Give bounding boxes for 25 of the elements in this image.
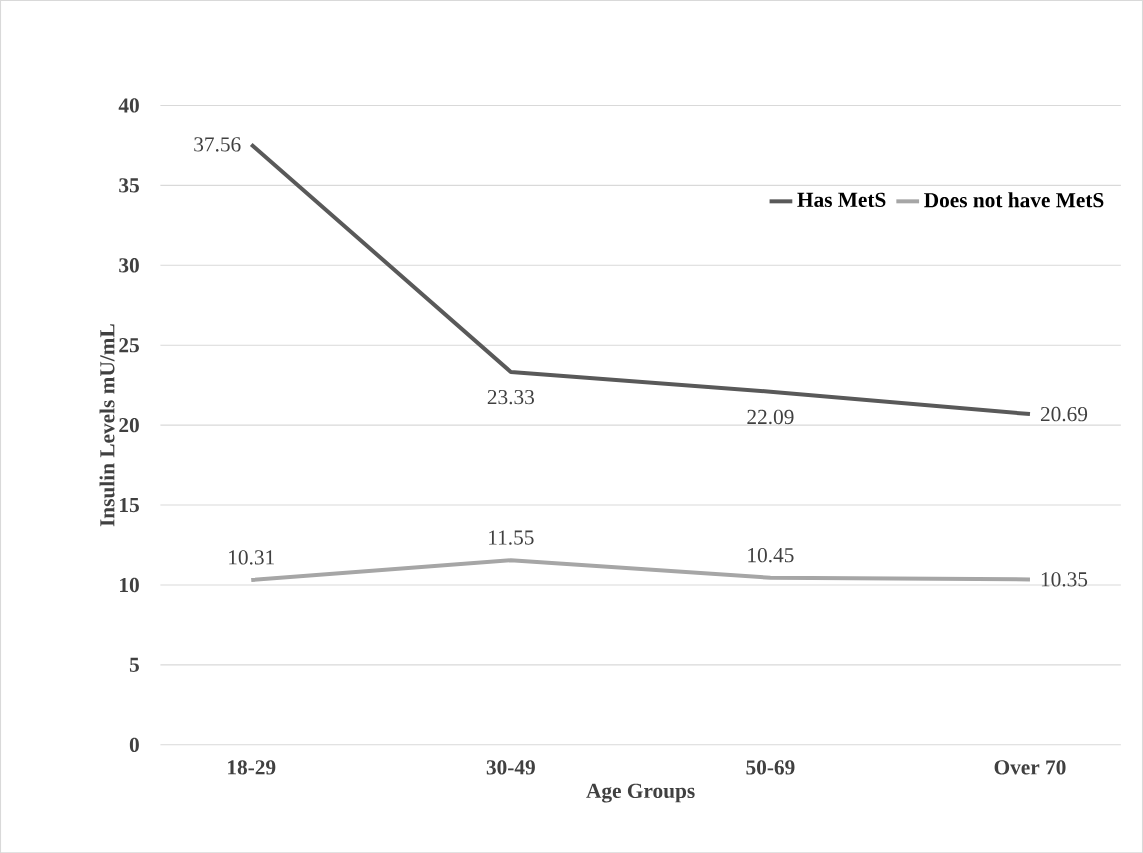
y-tick-label: 15: [120, 497, 139, 513]
y-tick-label: 20: [119, 417, 139, 433]
y-axis-title: Insulin Levels mU/mL: [99, 324, 115, 527]
y-tick-label: 5: [129, 657, 139, 672]
data-label: 11.55: [489, 530, 534, 545]
x-tick-label: 50-69: [746, 760, 795, 775]
legend-label: Does not have MetS: [924, 192, 1104, 208]
x-axis-title: Age Groups: [586, 783, 695, 803]
data-label: 10.31: [229, 550, 274, 565]
y-tick-label: 40: [118, 98, 139, 113]
data-label: 23.33: [487, 389, 534, 405]
legend-label: Has MetS: [797, 192, 886, 207]
y-tick-label: 10: [120, 577, 139, 593]
x-tick-label: 18-29: [228, 760, 276, 775]
y-tick-label: 0: [129, 737, 139, 752]
x-tick-label: Over 70: [994, 760, 1066, 775]
data-label: 10.35: [1041, 572, 1088, 587]
y-tick-label: 30: [119, 257, 139, 273]
data-label: 10.45: [748, 547, 794, 563]
data-label: 20.69: [1040, 406, 1088, 422]
y-tick-label: 25: [119, 337, 139, 353]
data-label: 37.56: [194, 137, 241, 152]
y-tick-label: 35: [119, 178, 139, 193]
x-tick-label: 30-49: [486, 760, 535, 775]
data-label: 22.09: [747, 409, 794, 425]
